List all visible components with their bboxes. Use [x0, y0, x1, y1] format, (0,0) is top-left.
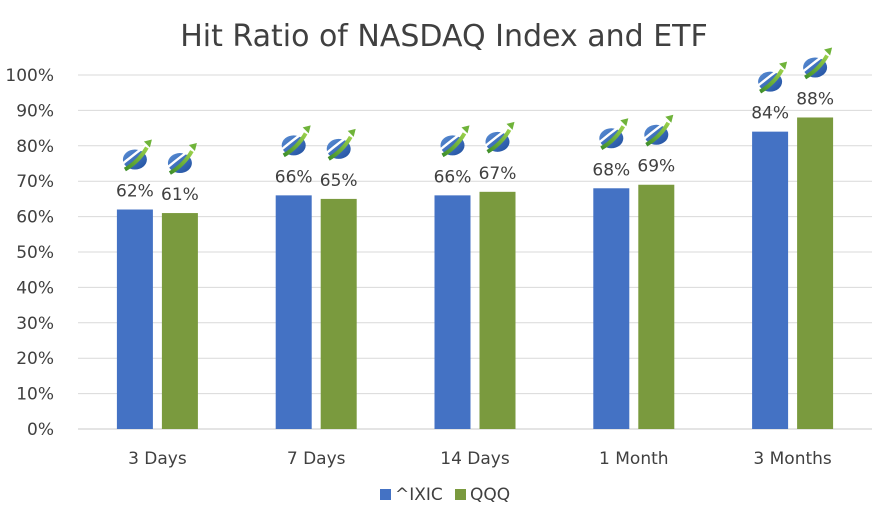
y-tick-label: 100% [5, 66, 54, 86]
data-label: 62% [116, 182, 154, 202]
growth-logo-icon [438, 123, 472, 158]
data-label: 66% [434, 167, 472, 187]
y-axis-ticks: 0% 10% 20% 30% 40% 50% 60% 70% 80% 90% 100% [5, 66, 54, 440]
y-tick-label: 20% [16, 349, 54, 369]
data-label: 69% [637, 157, 675, 177]
data-labels: 62% 61% 66% 65% 66% 67% 68% 69% 84% 88% [116, 89, 834, 205]
growth-logo-icon [120, 137, 154, 172]
x-category-label: 14 Days [440, 449, 510, 469]
bar-ixic-1[interactable] [116, 209, 153, 429]
data-label: 61% [161, 185, 199, 205]
y-tick-label: 90% [16, 101, 54, 121]
data-label: 65% [320, 171, 358, 191]
bar-ixic-3[interactable] [434, 195, 471, 429]
legend-label[interactable]: ^IXIC [395, 485, 443, 505]
data-label: 67% [479, 164, 517, 184]
growth-logo-icon [642, 112, 676, 147]
growth-logo-icon [756, 59, 790, 94]
growth-logo-icon [483, 119, 517, 154]
bar-qqq-2[interactable] [320, 198, 357, 429]
chart-title: Hit Ratio of NASDAQ Index and ETF [180, 19, 708, 54]
y-tick-label: 40% [16, 278, 54, 298]
y-tick-label: 80% [16, 137, 54, 157]
y-tick-label: 50% [16, 243, 54, 263]
data-label: 66% [275, 167, 313, 187]
growth-logo-icon [801, 45, 835, 80]
y-tick-label: 60% [16, 208, 54, 228]
bar-ixic-4[interactable] [593, 188, 630, 429]
legend-label[interactable]: QQQ [470, 485, 510, 505]
growth-logo-icon [324, 126, 358, 161]
bar-ixic-5[interactable] [752, 131, 789, 429]
data-label: 68% [592, 160, 630, 180]
bar-qqq-3[interactable] [479, 191, 516, 429]
growth-logo-icon [165, 141, 199, 176]
bar-qqq-1[interactable] [161, 213, 198, 429]
growth-logo-icon [279, 123, 313, 158]
gridlines [78, 74, 872, 430]
growth-logo-icon [597, 116, 631, 151]
bar-qqq-5[interactable] [797, 117, 834, 429]
y-tick-label: 0% [27, 420, 54, 440]
data-label: 84% [751, 104, 789, 124]
x-category-label: 3 Months [753, 449, 832, 469]
y-tick-label: 30% [16, 314, 54, 334]
y-tick-label: 70% [16, 172, 54, 192]
bars [116, 117, 834, 429]
legend-swatch[interactable] [380, 489, 391, 500]
x-category-label: 3 Days [128, 449, 187, 469]
x-axis-categories: 3 Days 7 Days 14 Days 1 Month 3 Months [128, 449, 832, 469]
legend[interactable]: ^IXIC QQQ [380, 485, 510, 505]
x-category-label: 7 Days [287, 449, 346, 469]
x-category-label: 1 Month [599, 449, 669, 469]
bar-ixic-2[interactable] [275, 195, 312, 429]
data-label: 88% [796, 89, 834, 109]
y-tick-label: 10% [16, 385, 54, 405]
legend-swatch[interactable] [455, 489, 466, 500]
bar-qqq-4[interactable] [638, 184, 675, 429]
